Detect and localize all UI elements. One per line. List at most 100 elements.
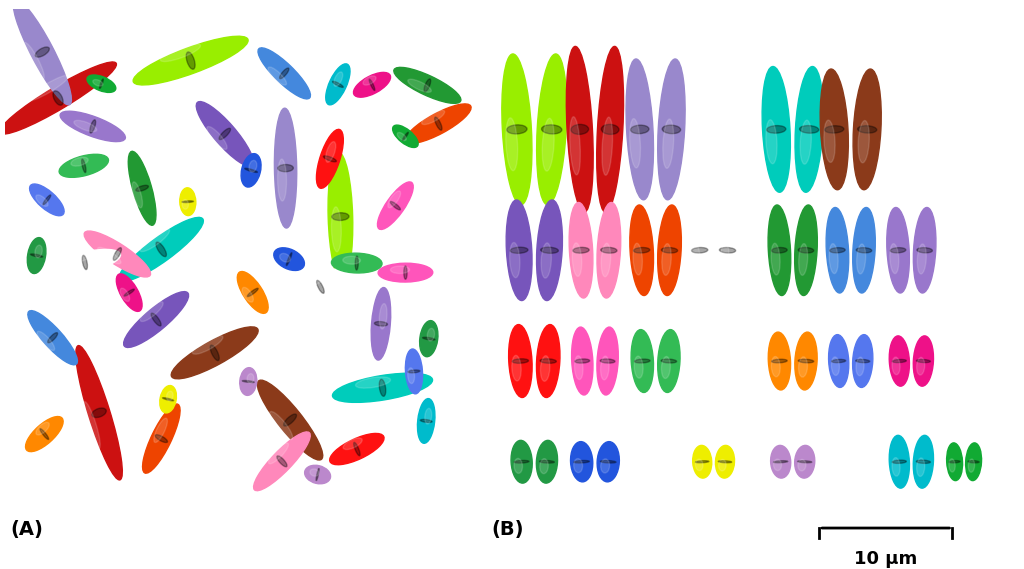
Ellipse shape [795, 446, 815, 478]
Ellipse shape [390, 266, 410, 274]
Text: 3: 3 [652, 220, 658, 230]
Ellipse shape [24, 42, 44, 79]
Ellipse shape [719, 459, 726, 471]
Ellipse shape [35, 245, 42, 258]
Ellipse shape [514, 460, 529, 463]
Ellipse shape [566, 47, 593, 212]
Ellipse shape [305, 465, 331, 484]
Ellipse shape [597, 203, 621, 298]
Ellipse shape [601, 459, 609, 473]
Ellipse shape [574, 359, 590, 363]
Ellipse shape [84, 231, 151, 277]
Ellipse shape [180, 188, 196, 216]
Ellipse shape [601, 248, 617, 253]
Ellipse shape [43, 195, 51, 205]
Ellipse shape [569, 203, 593, 298]
Ellipse shape [633, 244, 642, 275]
Ellipse shape [30, 184, 65, 216]
Ellipse shape [828, 335, 849, 387]
Ellipse shape [511, 440, 532, 483]
Ellipse shape [541, 356, 550, 381]
Ellipse shape [853, 208, 876, 293]
Ellipse shape [408, 368, 415, 384]
Ellipse shape [288, 266, 353, 307]
Ellipse shape [543, 118, 554, 171]
Ellipse shape [124, 289, 134, 296]
Ellipse shape [949, 459, 955, 472]
Ellipse shape [193, 336, 223, 354]
Ellipse shape [540, 459, 548, 473]
Ellipse shape [434, 117, 442, 130]
Ellipse shape [379, 304, 387, 329]
Text: 13: 13 [527, 418, 541, 428]
Ellipse shape [600, 356, 609, 380]
Text: 20: 20 [589, 502, 601, 512]
Ellipse shape [573, 459, 583, 473]
Ellipse shape [186, 52, 196, 69]
Ellipse shape [820, 69, 848, 189]
Ellipse shape [541, 243, 551, 278]
Ellipse shape [767, 126, 785, 133]
Text: 22: 22 [786, 498, 800, 508]
Ellipse shape [768, 332, 791, 390]
Ellipse shape [156, 435, 168, 443]
Ellipse shape [946, 443, 963, 481]
Ellipse shape [795, 205, 817, 295]
Ellipse shape [87, 75, 116, 92]
Ellipse shape [887, 208, 909, 293]
Ellipse shape [853, 335, 872, 387]
Ellipse shape [53, 91, 63, 105]
Ellipse shape [892, 357, 900, 375]
Ellipse shape [600, 460, 616, 463]
Ellipse shape [506, 118, 518, 171]
Ellipse shape [720, 248, 735, 253]
Ellipse shape [74, 121, 96, 131]
Ellipse shape [316, 129, 343, 188]
Ellipse shape [831, 357, 840, 376]
Ellipse shape [402, 133, 409, 141]
Ellipse shape [597, 327, 618, 395]
Ellipse shape [635, 359, 650, 363]
Ellipse shape [316, 468, 319, 481]
Ellipse shape [829, 248, 845, 253]
Ellipse shape [913, 435, 934, 488]
Ellipse shape [425, 409, 432, 424]
Ellipse shape [574, 356, 583, 380]
Ellipse shape [688, 205, 712, 295]
Ellipse shape [334, 72, 343, 86]
Ellipse shape [241, 154, 261, 187]
Ellipse shape [324, 156, 336, 162]
Ellipse shape [160, 44, 201, 61]
Ellipse shape [663, 125, 681, 134]
Ellipse shape [768, 205, 791, 295]
Text: 10: 10 [786, 316, 800, 325]
Ellipse shape [630, 205, 653, 295]
Ellipse shape [274, 108, 297, 228]
Text: 17: 17 [844, 407, 857, 418]
Ellipse shape [258, 48, 310, 99]
Ellipse shape [913, 208, 936, 293]
Ellipse shape [427, 328, 434, 341]
Ellipse shape [631, 329, 653, 393]
Ellipse shape [90, 120, 95, 133]
Ellipse shape [856, 248, 871, 253]
Ellipse shape [152, 313, 161, 326]
Ellipse shape [771, 244, 780, 275]
Ellipse shape [333, 81, 343, 88]
Ellipse shape [662, 357, 671, 378]
Ellipse shape [219, 128, 230, 139]
Ellipse shape [71, 157, 88, 166]
Ellipse shape [857, 244, 865, 274]
Text: 11: 11 [844, 313, 857, 323]
Ellipse shape [892, 457, 900, 476]
Ellipse shape [333, 373, 432, 402]
Ellipse shape [512, 359, 528, 363]
Ellipse shape [799, 248, 814, 253]
Ellipse shape [634, 248, 650, 253]
Ellipse shape [330, 434, 384, 465]
Text: X: X [908, 508, 914, 518]
Ellipse shape [890, 248, 906, 253]
Ellipse shape [119, 217, 204, 281]
Ellipse shape [889, 336, 909, 386]
Ellipse shape [242, 287, 253, 302]
